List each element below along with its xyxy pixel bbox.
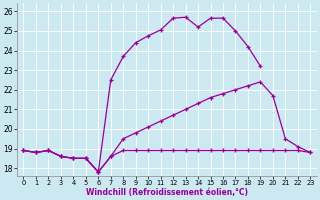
X-axis label: Windchill (Refroidissement éolien,°C): Windchill (Refroidissement éolien,°C) — [86, 188, 248, 197]
